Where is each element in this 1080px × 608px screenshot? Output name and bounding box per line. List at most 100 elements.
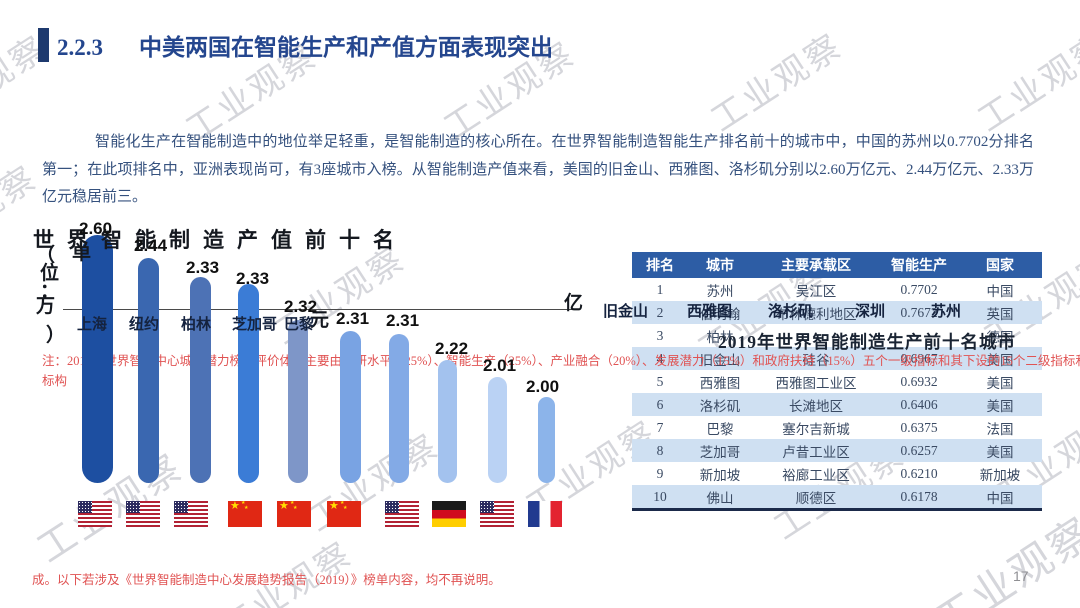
us-flag-canton (78, 501, 92, 513)
cell-area: 布林德利地区 (775, 306, 857, 322)
section-title: 中美两国在智能生产和产值方面表现突出 (139, 35, 553, 60)
cn-flag-star: ★ (340, 501, 345, 506)
cell-rank: 4 (656, 350, 664, 366)
bar-巴黎 (288, 320, 308, 483)
table-row: 5 西雅图 西雅图工业区 0.6932 美国 (632, 370, 1042, 393)
bar-value-label: 2.60 (79, 219, 113, 238)
bar-value-label: 2.31 (336, 309, 370, 328)
cn-flag-star: ★ (343, 505, 348, 511)
bar-city-label: 巴黎 (284, 317, 315, 333)
flag-cn: ★ ★ ★ (228, 501, 262, 527)
cell-area: 吴江区 (795, 283, 837, 299)
cn-flag-star: ★ (329, 501, 339, 512)
cell-rank: 2 (656, 304, 664, 320)
cn-flag-star: ★ (293, 505, 298, 511)
table-header-row: 排名 城市 主要承载区 智能生产 国家 (632, 252, 1042, 278)
chart-unit-char: （ (36, 245, 56, 266)
flag-cn: ★ ★ ★ (277, 501, 311, 527)
bar-value-label: 2.33 (236, 269, 270, 288)
cell-city: 新加坡 (699, 467, 741, 483)
bar-value-label: 2.01 (483, 356, 517, 375)
cell-rank: 9 (656, 465, 664, 481)
cn-flag-star: ★ (230, 501, 240, 512)
watermark-text: 工业观察 (302, 427, 447, 540)
flag-cn: ★ ★ ★ (327, 501, 361, 527)
footnote-bottom: 成。以下若涉及《世界智能制造中心发展趋势报告（2019）》榜单内容，均不再说明。 (32, 573, 501, 587)
us-flag-canton (126, 501, 140, 513)
cell-rank: 6 (656, 396, 664, 412)
us-flag-canton (480, 501, 494, 513)
bar-苏州 (538, 397, 555, 483)
table-row: 8 芝加哥 卢昔工业区 0.6257 美国 (632, 439, 1042, 462)
chart-title: 世界智能制造产值前十名 (33, 228, 407, 252)
footnote-line2: 标构 (42, 374, 68, 388)
cell-country: 新加坡 (979, 467, 1021, 483)
watermark-text: 工业观察 (972, 27, 1080, 140)
chart-unit-char: 单 (72, 243, 92, 264)
cell-rank: 8 (656, 442, 664, 458)
cell-value: 0.6967 (900, 350, 938, 366)
cell-value: 0.6178 (900, 488, 938, 504)
cell-area: 裕廊工业区 (782, 467, 850, 483)
cell-country: 英国 (986, 306, 1014, 322)
bar-value-label: 2.32 (284, 297, 318, 316)
flag-us (480, 501, 514, 527)
cell-rank: 1 (656, 281, 664, 297)
bar-旧金山 (340, 331, 361, 483)
bar-柏林 (190, 277, 211, 483)
table-row: 7 巴黎 塞尔吉新城 0.6375 法国 (632, 416, 1042, 439)
cell-city: 巴黎 (706, 421, 734, 437)
flag-us (126, 501, 160, 527)
bar-上海 (82, 235, 113, 483)
col-header-value: 智能生产 (891, 259, 947, 274)
bar-value-label: 2.31 (386, 311, 420, 330)
watermark-text: 工业观察 (215, 535, 360, 608)
table-row: 6 洛杉矶 长滩地区 0.6406 美国 (632, 393, 1042, 416)
cell-value: 0.6932 (900, 373, 938, 389)
bar-city-label: 深圳 (855, 304, 886, 320)
cell-value: 0.7672 (900, 304, 938, 320)
cell-value: 0.6257 (900, 442, 938, 458)
bar-city-label: 西雅图 (687, 304, 733, 320)
body-paragraph: 智能化生产在智能制造中的地位举足轻重，是智能制造的核心所在。在世界智能制造智能生… (42, 134, 1034, 205)
bar-芝加哥 (238, 284, 259, 483)
ranking-table: 排名 城市 主要承载区 智能生产 国家 1 苏州 吴江区 0.7702 中国 2 伯明翰 布林… (632, 252, 1042, 511)
bar-city-label: 上海 (77, 317, 108, 333)
chart-axis-line (63, 309, 573, 310)
cell-rank: 10 (653, 488, 667, 504)
cell-rank: 7 (656, 419, 664, 435)
bar-value-label: 2.33 (186, 258, 220, 277)
bar-city-label: 柏林 (181, 317, 212, 333)
cell-area: 卢昔工业区 (782, 444, 850, 460)
cell-area: 长滩地区 (789, 398, 843, 414)
table-overlay-title: 2019年世界智能制造生产前十名城市 (718, 332, 1016, 352)
cn-flag-star: ★ (244, 505, 249, 511)
bar-value-label: 2.44 (134, 236, 168, 255)
cell-country: 中国 (986, 283, 1014, 299)
flag-us (174, 501, 208, 527)
table-row: 10 佛山 顺德区 0.6178 中国 (632, 485, 1042, 508)
bar-西雅图 (389, 334, 409, 483)
bar-洛杉矶 (438, 360, 457, 483)
bar-city-label: 纽约 (129, 317, 160, 333)
chart-unit-char: ） (46, 325, 66, 346)
cell-country: 美国 (986, 444, 1014, 460)
cell-country: 美国 (986, 398, 1014, 414)
chart-unit-char: ： (40, 281, 60, 302)
page-title: 2.2.3 中美两国在智能生产和产值方面表现突出 (57, 28, 553, 62)
cell-city: 洛杉矶 (699, 398, 741, 414)
table-row: 1 苏州 吴江区 0.7702 中国 (632, 278, 1042, 301)
cell-value: 0.6406 (900, 396, 938, 412)
bar-value-label: 2.00 (526, 377, 560, 396)
cell-city: 柏林 (706, 329, 734, 345)
col-header-area: 主要承载区 (781, 259, 851, 274)
cell-city: 西雅图 (699, 375, 741, 391)
cell-area: 顺德区 (795, 490, 837, 506)
cell-value: 0.6210 (900, 465, 938, 481)
col-header-rank: 排名 (646, 259, 674, 274)
col-header-country: 国家 (986, 259, 1014, 274)
cell-country: 中国 (986, 490, 1014, 506)
bar-city-label: 芝加哥 (232, 317, 278, 333)
flag-de (432, 501, 466, 527)
flag-fr (528, 501, 562, 527)
